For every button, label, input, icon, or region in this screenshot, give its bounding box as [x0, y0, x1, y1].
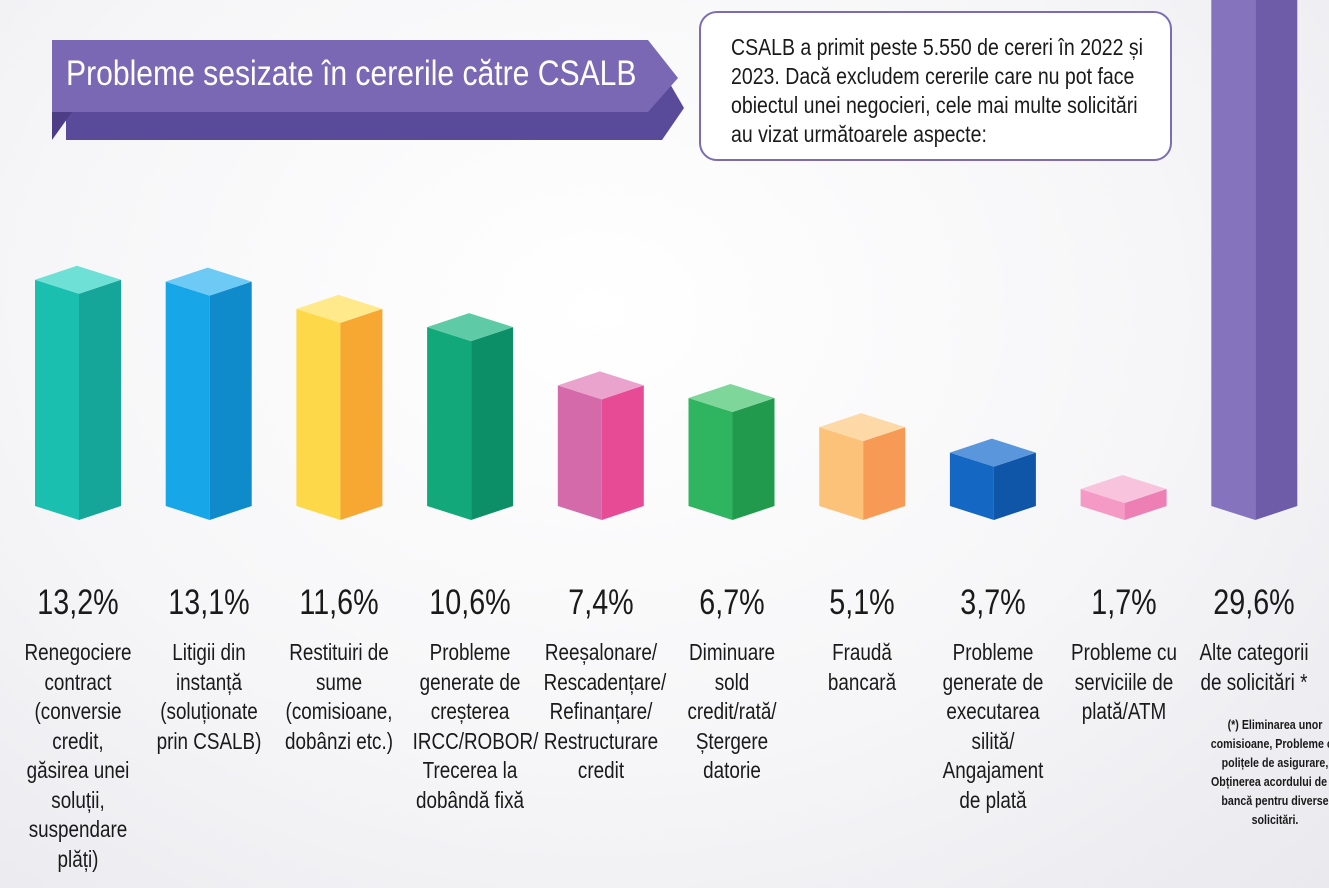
category-label: Restituiri de sume (comisioane, dobânzi …: [285, 639, 394, 754]
bar-2: [165, 267, 252, 520]
bar-3: [296, 294, 383, 520]
value-label: 29,6%: [1213, 583, 1295, 622]
category-3: 11,6% Restituiri de sume (comisioane, dob…: [269, 580, 409, 756]
intro-text: CSALB a primit peste 5.550 de cereri în …: [731, 34, 1144, 147]
category-label: Renegociere contract (conversie credit, …: [24, 639, 132, 872]
value-label: 3,7%: [960, 583, 1026, 622]
bar-9: [1080, 475, 1167, 520]
value-label: 1,7%: [1090, 583, 1157, 622]
category-label: Reeșalonare/ Rescadențare/ Refinanțare/ …: [543, 639, 667, 783]
category-label: Fraudă bancară: [828, 639, 897, 695]
value-label: 7,4%: [568, 583, 634, 622]
bar-8: [949, 438, 1036, 520]
intro-box: CSALB a primit peste 5.550 de cereri în …: [699, 11, 1172, 161]
value-label: 6,7%: [698, 583, 765, 622]
title-banner: [52, 40, 684, 140]
bar-chart: [35, 0, 1298, 520]
category-2: 13,1% Litigii din instanță (soluționate p…: [139, 580, 279, 756]
bar-5: [557, 371, 644, 520]
value-label: 13,2%: [37, 583, 119, 622]
category-9: 1,7% Probleme cu serviciile de plată/ATM: [1054, 580, 1194, 727]
bar-7: [819, 413, 906, 520]
bar-4: [427, 313, 514, 520]
category-7: 5,1% Fraudă bancară: [792, 580, 932, 697]
category-label: Probleme generate de creșterea IRCC/ROBO…: [412, 639, 539, 813]
category-10: 29,6% Alte categorii de solicitări *: [1184, 580, 1324, 697]
chart-title: Probleme sesizate în cererile către CSAL…: [66, 54, 637, 93]
value-label: 10,6%: [429, 583, 511, 622]
bar-6: [688, 384, 775, 520]
category-label: Alte categorii de solicitări *: [1199, 639, 1309, 695]
category-4: 10,6% Probleme generate de creșterea IRCC…: [400, 580, 540, 815]
category-8: 3,7% Probleme generate de executarea sili…: [923, 580, 1063, 815]
value-label: 5,1%: [829, 583, 895, 622]
category-label: Diminuare sold credit/rată/ Ștergere dat…: [686, 639, 777, 783]
category-label: Probleme generate de executarea silită/ …: [942, 639, 1044, 813]
value-label: 11,6%: [299, 583, 380, 622]
category-6: 6,7% Diminuare sold credit/rată/ Ștergere…: [662, 580, 802, 786]
bar-1: [35, 265, 121, 520]
category-label: Litigii din instanță (soluționate prin C…: [156, 639, 262, 754]
category-5: 7,4% Reeșalonare/ Rescadențare/ Refinanța…: [531, 580, 671, 786]
value-label: 13,1%: [167, 583, 250, 622]
category-label: Probleme cu serviciile de plată/ATM: [1070, 639, 1177, 724]
bar-10: [1211, 0, 1298, 520]
footnote: (*) Eliminarea unor comisioane, Probleme…: [1210, 717, 1329, 827]
category-1: 13,2% Renegociere contract (conversie cre…: [8, 580, 148, 874]
